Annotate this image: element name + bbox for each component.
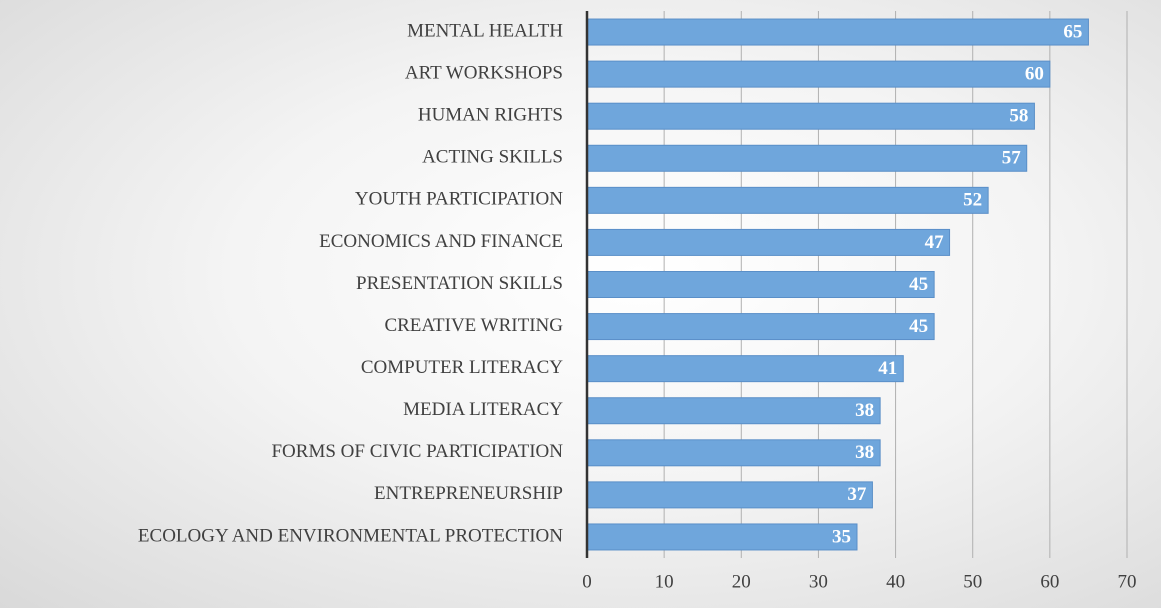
data-label: 38 [855,442,874,463]
bar [586,186,989,214]
data-label: 41 [878,358,897,379]
data-label: 58 [1009,106,1028,127]
data-label: 65 [1063,21,1082,42]
data-label: 45 [909,274,928,295]
x-tick-label: 60 [1040,571,1059,592]
y-tick-label: ACTING SKILLS [422,147,563,168]
x-tick-label: 20 [732,571,751,592]
bar [586,439,881,467]
x-tick-label: 70 [1118,571,1137,592]
bar [586,523,858,551]
x-tick-label: 10 [655,571,674,592]
data-label: 37 [847,484,867,505]
y-tick-label: FORMS OF CIVIC PARTICIPATION [271,441,563,462]
bar [586,228,951,256]
y-tick-label: YOUTH PARTICIPATION [355,189,563,210]
y-tick-label: CREATIVE WRITING [384,315,563,336]
y-tick-label: MENTAL HEALTH [407,20,563,41]
y-tick-label: ART WORKSHOPS [405,62,563,83]
bar [586,271,935,298]
data-label: 57 [1002,148,1022,169]
data-label: 45 [909,316,928,337]
data-label: 47 [925,232,945,253]
y-tick-label: PRESENTATION SKILLS [356,273,563,294]
data-label: 38 [855,400,874,421]
x-tick-label: 30 [809,571,828,592]
y-tick-label: ECOLOGY AND ENVIRONMENTAL PROTECTION [138,525,563,546]
bar [586,313,935,341]
data-label: 60 [1025,63,1044,84]
x-tick-label: 0 [582,571,592,592]
bar [586,102,1035,130]
bar [586,397,881,425]
y-tick-label: ENTREPRENEURSHIP [374,483,563,504]
x-tick-label: 40 [886,571,905,592]
data-label: 35 [832,526,851,547]
bar [586,355,904,383]
data-label: 52 [963,190,982,211]
y-tick-label: MEDIA LITERACY [403,399,563,420]
bar [586,60,1051,88]
bar [586,144,1028,172]
bar [586,481,873,509]
x-tick-label: 50 [963,571,982,592]
bar [586,18,1089,46]
y-tick-label: COMPUTER LITERACY [361,357,563,378]
y-tick-label: ECONOMICS AND FINANCE [319,231,563,252]
y-tick-label: HUMAN RIGHTS [418,105,563,126]
